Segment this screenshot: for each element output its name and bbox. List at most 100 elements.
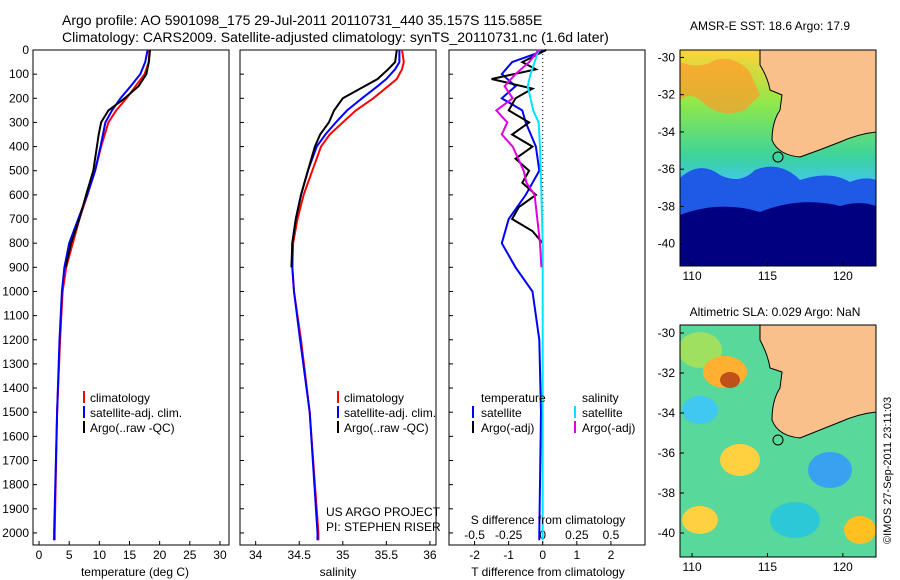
depth-tick-label: 0 — [22, 43, 29, 57]
float-marker — [772, 151, 784, 163]
sst-map-axes: 110 115 120 -30 -32 -34 -36 -38 -40 — [658, 50, 854, 283]
map-y-tick-label: -30 — [658, 326, 676, 340]
depth-tick-label: 1200 — [2, 333, 29, 347]
map-y-tick-label: -34 — [658, 125, 676, 139]
map-x-tick-label: 115 — [758, 269, 777, 283]
legend-label-s-satellite: satellite — [582, 406, 623, 420]
x-tick-label: 0 — [36, 548, 43, 562]
climatology-title: Climatology: CARS2009. Satellite-adjuste… — [62, 29, 609, 45]
series-line-argo-raw-qc- — [64, 49, 151, 268]
map-y-tick-label: -38 — [658, 199, 676, 213]
s-tick-label: -0.25 — [495, 528, 523, 542]
depth-tick-label: 200 — [9, 91, 29, 105]
map-y-tick-label: -36 — [658, 446, 676, 460]
depth-tick-label: 500 — [9, 164, 29, 178]
depth-tick-label: 1700 — [2, 453, 29, 467]
depth-tick-label: 100 — [9, 67, 29, 81]
legend-label-t-argo: Argo(-adj) — [481, 421, 534, 435]
depth-tick-label: 1500 — [2, 405, 29, 419]
salinity-legend: climatology satellite-adj. clim. Argo(..… — [337, 391, 436, 435]
map-y-tick-label: -32 — [658, 88, 676, 102]
difference-legend: temperature satellite Argo(-adj) salinit… — [472, 391, 635, 435]
series-line-salinity-satellite — [526, 49, 544, 541]
x-tick-label: 0 — [539, 548, 546, 562]
sla-low-patch — [682, 396, 718, 424]
project-label: US ARGO PROJECT — [326, 505, 441, 519]
sla-high-patch — [844, 516, 876, 544]
s-tick-label: 0.25 — [565, 528, 589, 542]
map-y-tick-label: -34 — [658, 406, 676, 420]
series-line-argo-raw-qc- — [290, 49, 398, 268]
sst-cold-region — [680, 202, 876, 266]
map-y-tick-label: -32 — [658, 366, 676, 380]
depth-axis: 0 100 200 300 400 500 600 700 800 900 1000 1100 1200… — [2, 43, 453, 540]
x-tick-label: -2 — [469, 548, 480, 562]
map-x-tick-label: 110 — [682, 560, 701, 574]
legend-label-t-satellite: satellite — [481, 406, 522, 420]
land-mask — [759, 50, 876, 158]
legend-label-climatology: climatology — [90, 391, 150, 405]
map-y-tick-label: -38 — [658, 486, 676, 500]
sla-map — [680, 325, 876, 557]
map-x-tick-label: 120 — [833, 269, 853, 283]
depth-tick-label: 300 — [9, 115, 29, 129]
sst-map-title: AMSR-E SST: 18.6 Argo: 17.9 — [690, 19, 850, 33]
sla-low-patch — [808, 452, 852, 488]
x-tick-label: 30 — [213, 548, 227, 562]
series-line-temperature-argo-adj- — [491, 49, 547, 244]
series-line-satellite-adj-clim- — [53, 49, 149, 541]
legend-label-satellite: satellite-adj. clim. — [90, 406, 182, 420]
depth-tick-label: 2000 — [2, 526, 29, 540]
series-line-climatology — [291, 49, 405, 541]
map-y-tick-label: -40 — [658, 237, 676, 251]
depth-tick-label: 1300 — [2, 357, 29, 371]
x-tick-label: 2 — [608, 548, 615, 562]
salinity-panel — [239, 49, 437, 546]
depth-tick-label: 700 — [9, 212, 29, 226]
s-tick-label: 0.5 — [603, 528, 620, 542]
depth-tick-label: 600 — [9, 188, 29, 202]
legend-label-argo: Argo(..raw -QC) — [90, 421, 175, 435]
x-tick-label: 34 — [249, 548, 263, 562]
depth-tick-label: 1900 — [2, 502, 29, 516]
x-tick-label: 35.5 — [375, 548, 399, 562]
pi-label: PI: STEPHEN RISER — [326, 520, 441, 534]
depth-tick-label: 1100 — [3, 309, 29, 323]
depth-tick-label: 1400 — [2, 381, 29, 395]
map-x-tick-label: 110 — [682, 269, 701, 283]
x-tick-label: 10 — [93, 548, 107, 562]
t-difference-axis-label: T difference from climatology — [471, 565, 625, 579]
map-y-tick-label: -30 — [658, 50, 676, 64]
series-line-satellite-adj-clim- — [291, 50, 401, 541]
map-y-tick-label: -36 — [658, 162, 676, 176]
depth-tick-label: 1000 — [2, 284, 29, 298]
profile-title: Argo profile: AO 5901098_175 29-Jul-2011… — [62, 12, 543, 28]
sla-peak-patch — [720, 372, 740, 388]
sla-map-title: Altimetric SLA: 0.029 Argo: NaN — [690, 305, 861, 319]
legend-title-salinity: salinity — [582, 391, 619, 405]
map-x-tick-label: 115 — [758, 560, 777, 574]
s-tick-label: -0.5 — [464, 528, 485, 542]
sla-patch — [680, 332, 722, 368]
sla-high-patch — [720, 444, 760, 476]
sst-warm-patch — [680, 58, 760, 114]
depth-tick-label: 1600 — [2, 429, 29, 443]
difference-chart: -2 -1 0 1 2-0.5 -0.25 0 0.25 0.5 — [464, 49, 620, 562]
map-x-tick-label: 120 — [833, 560, 853, 574]
temperature-chart: 0 5 10 15 20 25 30 — [36, 49, 227, 562]
sla-high-patch — [682, 506, 718, 534]
temperature-legend: climatology satellite-adj. clim. Argo(..… — [83, 391, 182, 435]
depth-tick-label: 400 — [9, 140, 29, 154]
series-line-salinity-argo-adj- — [494, 49, 543, 268]
depth-tick-label: 900 — [9, 260, 29, 274]
series-line-climatology — [53, 49, 151, 541]
depth-tick-label: 1800 — [2, 478, 29, 492]
legend-title-temperature: temperature — [481, 391, 546, 405]
legend-label-satellite: satellite-adj. clim. — [344, 406, 436, 420]
land-mask — [759, 325, 876, 439]
x-tick-label: 1 — [573, 548, 580, 562]
temperature-panel — [32, 49, 230, 546]
sla-map-axes: 110 115 120 -30 -32 -34 -36 -38 -40 — [658, 326, 854, 574]
legend-label-s-argo: Argo(-adj) — [582, 421, 635, 435]
